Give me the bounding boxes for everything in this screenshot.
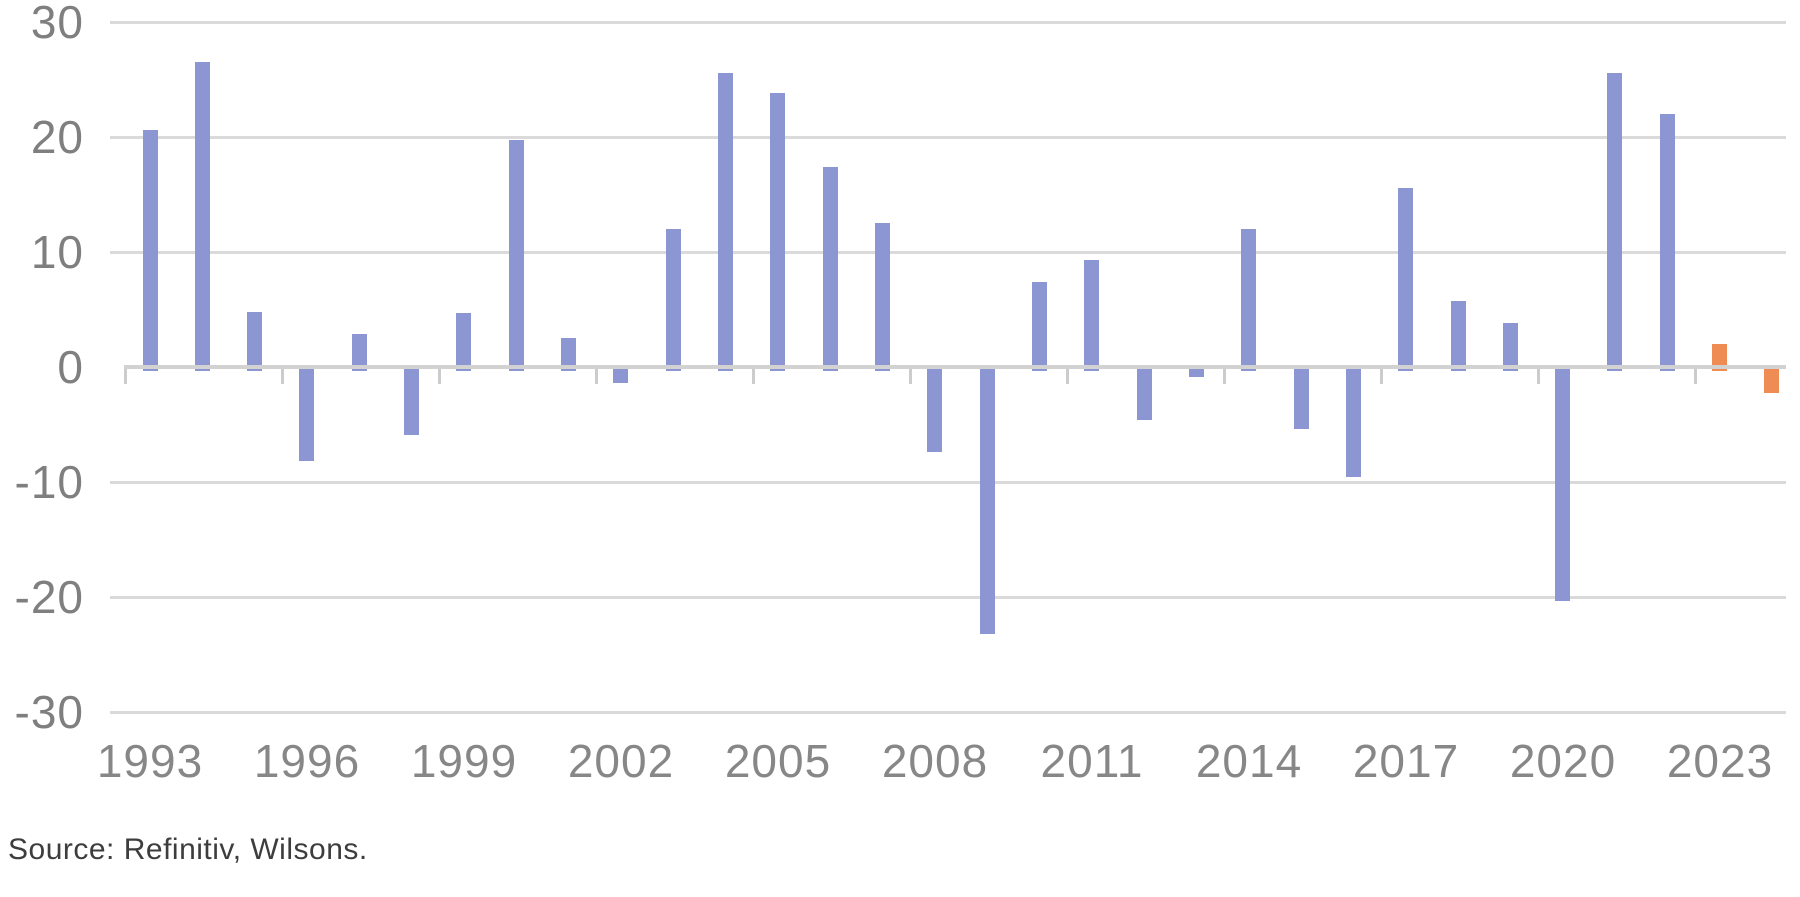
x-axis-tick: [909, 369, 912, 384]
y-axis-label: -20: [14, 571, 84, 623]
gridline: [110, 135, 1786, 139]
x-axis-label: 2011: [1040, 735, 1144, 787]
bar-2017: [1398, 187, 1414, 371]
bar-2009: [979, 367, 995, 634]
x-axis-label: 2014: [1195, 735, 1303, 787]
x-axis-label: 2002: [567, 735, 675, 787]
x-axis-tick: [752, 369, 755, 384]
bar-2022: [1659, 114, 1675, 371]
source-note: Source: Refinitiv, Wilsons.: [8, 833, 368, 866]
x-axis-label: 1999: [410, 735, 518, 787]
bar-2002: [613, 367, 629, 383]
bar-2018: [1450, 301, 1466, 371]
bar-2021: [1607, 72, 1623, 371]
y-axis-label: -10: [14, 456, 84, 508]
gridline: [110, 710, 1786, 714]
x-axis-tick: [595, 369, 598, 384]
bar-2001: [561, 338, 577, 371]
y-axis-label: 20: [30, 111, 84, 163]
y-axis-label: 10: [30, 226, 84, 278]
x-axis-label: 1993: [96, 735, 204, 787]
x-axis-tick: [124, 369, 127, 384]
bar-2003: [665, 229, 681, 371]
gridline: [110, 20, 1786, 24]
bar-1995: [247, 311, 263, 371]
bar-2011: [1084, 260, 1100, 371]
gridline: [110, 250, 1786, 254]
x-axis-tick: [1380, 369, 1383, 384]
gridline: [110, 480, 1786, 484]
x-axis-tick: [1537, 369, 1540, 384]
bar-2023: [1712, 344, 1728, 371]
bar-2004: [718, 72, 734, 371]
bar-1999: [456, 312, 472, 371]
bar-2024: [1764, 367, 1780, 394]
bar-2006: [822, 166, 838, 371]
bar-1998: [404, 367, 420, 435]
bar-1997: [351, 333, 367, 371]
y-axis-label: 30: [30, 0, 84, 48]
x-axis-label: 1996: [253, 735, 361, 787]
bar-2010: [1031, 281, 1047, 371]
x-axis-line: [124, 365, 1786, 369]
x-axis-label: 2023: [1666, 735, 1774, 787]
bar-2008: [927, 367, 943, 452]
x-axis-label: 2008: [881, 735, 989, 787]
bar-1993: [142, 130, 158, 371]
bar-2000: [508, 140, 524, 371]
bar-1994: [194, 62, 210, 371]
x-axis-tick: [438, 369, 441, 384]
gridline: [110, 595, 1786, 599]
y-axis-label: 0: [57, 341, 84, 393]
bar-2013: [1188, 367, 1204, 378]
bar-1996: [299, 367, 315, 461]
x-axis-tick: [1066, 369, 1069, 384]
bar-2020: [1555, 367, 1571, 602]
x-axis-tick: [1223, 369, 1226, 384]
x-axis-label: 2020: [1509, 735, 1617, 787]
bar-2016: [1345, 367, 1361, 478]
x-axis-tick: [281, 369, 284, 384]
bar-2019: [1502, 323, 1518, 371]
bar-2007: [874, 223, 890, 371]
y-axis-label: -30: [14, 686, 84, 738]
bar-2014: [1241, 229, 1257, 371]
x-axis-label: 2005: [724, 735, 832, 787]
x-axis-tick: [1694, 369, 1697, 384]
bar-2005: [770, 93, 786, 371]
x-axis-label: 2017: [1352, 735, 1460, 787]
bar-2012: [1136, 367, 1152, 420]
bar-2015: [1293, 367, 1309, 429]
